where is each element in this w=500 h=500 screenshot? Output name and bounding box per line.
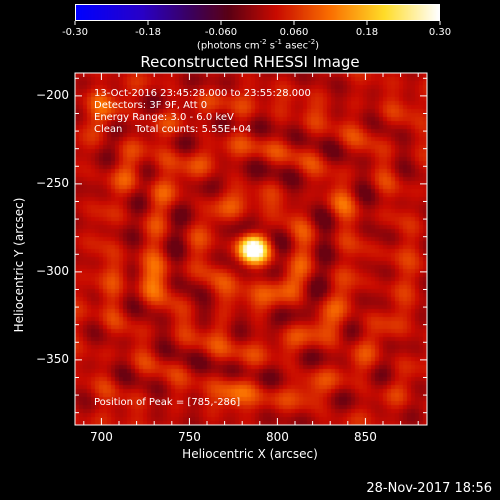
colorbar-units: (photons cm-2 s-1 asec-2) (196, 38, 320, 52)
y-tick-label: −250 (36, 175, 69, 190)
chart-title: Reconstructed RHESSI Image (140, 53, 360, 71)
y-tick-label: −200 (36, 87, 69, 102)
x-tick-label: 750 (177, 430, 201, 444)
colorbar-tick-label-2: -0.060 (204, 27, 238, 38)
heatmap-image (75, 73, 427, 425)
info-time-range: 13-Oct-2016 23:45:28.000 to 23:55:28.000 (94, 88, 311, 99)
plot-frame (74, 72, 428, 426)
colorbar-tick-label-0: -0.30 (62, 27, 88, 38)
colorbar-tick-label-4: 0.18 (355, 27, 379, 38)
x-tick-label: 700 (89, 430, 113, 444)
y-axis-label: Heliocentric Y (arcsec) (12, 197, 26, 333)
footer-timestamp: 28-Nov-2017 18:56 (366, 481, 492, 496)
x-axis-label: Heliocentric X (arcsec) (182, 447, 318, 461)
colorbar-tick-label-3: 0.060 (279, 27, 309, 38)
info-peak-position: Position of Peak = [785,-286] (94, 397, 241, 408)
y-tick-label: −350 (36, 351, 69, 366)
info-counts: Clean Total counts: 5.55E+04 (94, 124, 252, 135)
info-energy-range: Energy Range: 3.0 - 6.0 keV (94, 112, 234, 123)
colorbar-tick-label-5: 0.30 (428, 27, 452, 38)
info-detectors: Detectors: 3F 9F, Att 0 (94, 100, 208, 111)
colorbar-tick-label-1: -0.18 (135, 27, 161, 38)
y-tick-label: −300 (36, 263, 69, 278)
x-tick-label: 850 (353, 430, 377, 444)
x-tick-label: 800 (265, 430, 289, 444)
colorbar-ticks (74, 21, 441, 25)
colorbar (75, 4, 440, 21)
